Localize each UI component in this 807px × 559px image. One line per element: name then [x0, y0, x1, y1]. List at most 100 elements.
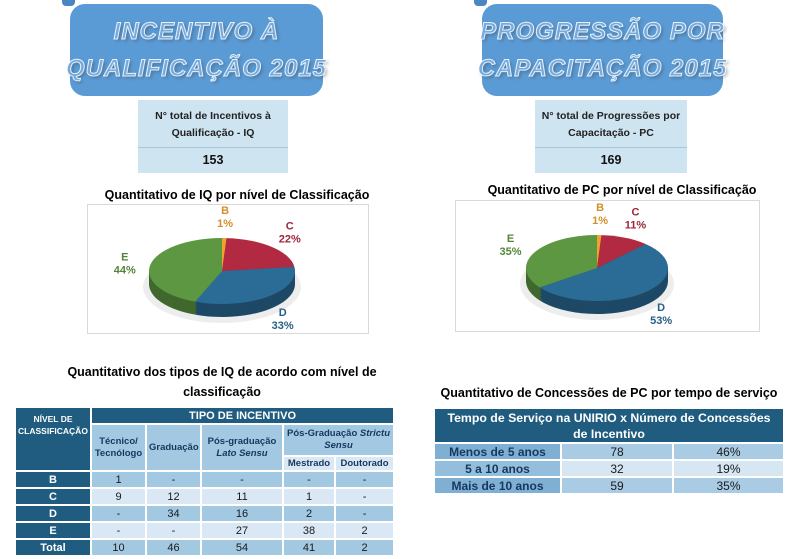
pc-pie-chart: B1% C11% D53% E35%: [500, 202, 674, 327]
pie-slice-E: [526, 235, 597, 288]
table-cell: 46%: [674, 444, 783, 459]
table-cell: 38: [284, 523, 334, 538]
row-label-d: D: [16, 506, 90, 521]
row-label-mais-10: Mais de 10 anos: [435, 478, 560, 493]
title-line-1: PROGRESSÃO POR: [480, 18, 725, 46]
pie-label-C: C: [632, 207, 640, 219]
iq-table-heading-line1: Quantitativo dos tipos de IQ de acordo c…: [67, 365, 377, 379]
total-iq-label: N° total de Incentivos à Qualificação - …: [138, 100, 288, 147]
table-cell: 41: [284, 540, 334, 555]
table-cell: -: [284, 472, 334, 487]
pie-label-D: D: [279, 307, 287, 319]
table-row: Mais de 10 anos 59 35%: [435, 478, 783, 493]
table-cell: 59: [562, 478, 672, 493]
pie-label-B: B: [596, 202, 604, 214]
iq-col-header-nivel: NÍVEL DE CLASSIFICAÇÃO: [16, 408, 90, 470]
total-pc-label-line2: Capacitação - PC: [568, 127, 654, 139]
pie-slice-B: [222, 238, 227, 271]
table-cell: 35%: [674, 478, 783, 493]
iq-col-header-tecnico: Técnico/ Tecnólogo: [92, 425, 145, 470]
pie-slice-C: [597, 235, 646, 268]
pie-label-E: E: [121, 251, 128, 263]
pie-label-D-percent: 53%: [650, 315, 672, 327]
pie-slice-E: [148, 238, 222, 302]
table-cell: 1: [284, 489, 334, 504]
table-cell: -: [336, 506, 394, 521]
iq-col-header-pos-strictu: Pós-Graduação Strictu Sensu: [284, 425, 394, 455]
pie-slice-C: [222, 238, 295, 271]
pie-label-B-percent: 1%: [217, 218, 233, 230]
table-cell: 16: [202, 506, 282, 521]
title-line-1: INCENTIVO À: [113, 18, 280, 46]
title-banner-progressao: PROGRESSÃO POR CAPACITAÇÃO 2015: [477, 4, 727, 96]
iq-col-header-pos-lato: Pós-graduação Lato Sensu: [202, 425, 282, 470]
table-cell: 32: [562, 461, 672, 476]
pie-slice-D: [539, 243, 668, 301]
iq-table-heading: Quantitativo dos tipos de IQ de acordo c…: [32, 362, 412, 402]
row-label-5-a-10: 5 a 10 anos: [435, 461, 560, 476]
title-banner-incentivo: INCENTIVO À QUALIFICAÇÃO 2015: [65, 4, 327, 96]
title-line-2: CAPACITAÇÃO 2015: [477, 55, 728, 83]
total-pc-value: 169: [535, 147, 687, 173]
table-cell: 12: [147, 489, 200, 504]
total-iq-value: 153: [138, 147, 288, 173]
pc-by-service-time-table: Tempo de Serviço na UNIRIO x Número de C…: [433, 407, 785, 495]
table-cell: 11: [202, 489, 282, 504]
table-cell: 2: [336, 523, 394, 538]
iq-col-header-graduacao: Graduação: [147, 425, 200, 470]
table-row: Total 10 46 54 41 2: [16, 540, 394, 555]
table-cell: 2: [336, 540, 394, 555]
total-pc-label: N° total de Progressões por Capacitação …: [535, 100, 687, 147]
iq-by-level-table: NÍVEL DE CLASSIFICAÇÃO TIPO DE INCENTIVO…: [14, 406, 395, 557]
iq-pie-chart-frame: B 1% C 22% D 33% E 44%: [87, 204, 369, 334]
pos-lato-normal: Pós-graduação: [207, 435, 277, 447]
pie-slice-B: [597, 235, 602, 268]
pos-lato-italic: Lato Sensu: [216, 447, 268, 459]
table-row: D - 34 16 2 -: [16, 506, 394, 521]
pie-label-E-percent: 35%: [500, 246, 522, 258]
table-cell: -: [92, 506, 145, 521]
table-cell: 27: [202, 523, 282, 538]
pie-label-D-percent: 33%: [272, 320, 294, 332]
row-label-c: C: [16, 489, 90, 504]
iq-chart-heading: Quantitativo de IQ por nível de Classifi…: [104, 188, 370, 202]
row-label-total: Total: [16, 540, 90, 555]
pie-label-C-percent: 11%: [625, 220, 647, 232]
table-cell: 2: [284, 506, 334, 521]
row-label-e: E: [16, 523, 90, 538]
table-cell: -: [92, 523, 145, 538]
corner-shape-right: [474, 0, 487, 6]
table-cell: 1: [92, 472, 145, 487]
pos-strictu-normal: Pós-Graduação: [287, 428, 360, 439]
table-cell: -: [202, 472, 282, 487]
iq-group-header-tipo: TIPO DE INCENTIVO: [92, 408, 394, 423]
title-line-2: QUALIFICAÇÃO 2015: [65, 55, 328, 83]
pie-slice-D: [195, 266, 295, 304]
pie-label-E: E: [507, 233, 514, 245]
table-cell: -: [147, 472, 200, 487]
corner-shape-left: [62, 0, 75, 6]
iq-pie-chart: B1% C22% D33% E44%: [114, 205, 301, 332]
table-row: 5 a 10 anos 32 19%: [435, 461, 783, 476]
pie-label-B: B: [221, 205, 229, 217]
pc-pie-chart-frame: B 1% C 11% D 53% E 35%: [455, 200, 760, 332]
table-row: B 1 - - - -: [16, 472, 394, 487]
table-cell: -: [147, 523, 200, 538]
pie-label-C: C: [286, 220, 294, 232]
total-pc-box: N° total de Progressões por Capacitação …: [535, 100, 687, 173]
table-cell: 34: [147, 506, 200, 521]
pie-label-C-percent: 22%: [279, 233, 301, 245]
table-cell: 19%: [674, 461, 783, 476]
table-row: C 9 12 11 1 -: [16, 489, 394, 504]
row-label-b: B: [16, 472, 90, 487]
pc-table-header: Tempo de Serviço na UNIRIO x Número de C…: [435, 409, 783, 442]
row-label-menos-5: Menos de 5 anos: [435, 444, 560, 459]
iq-col-header-doutorado: Doutorado: [336, 457, 394, 470]
pc-table-heading: Quantitativo de Concessões de PC por tem…: [440, 386, 778, 400]
pc-chart-heading: Quantitativo de PC por nível de Classifi…: [487, 183, 757, 197]
table-cell: -: [336, 489, 394, 504]
iq-col-header-mestrado: Mestrado: [284, 457, 334, 470]
pie-label-B-percent: 1%: [592, 215, 608, 227]
table-cell: 54: [202, 540, 282, 555]
pie-label-D: D: [657, 302, 665, 314]
